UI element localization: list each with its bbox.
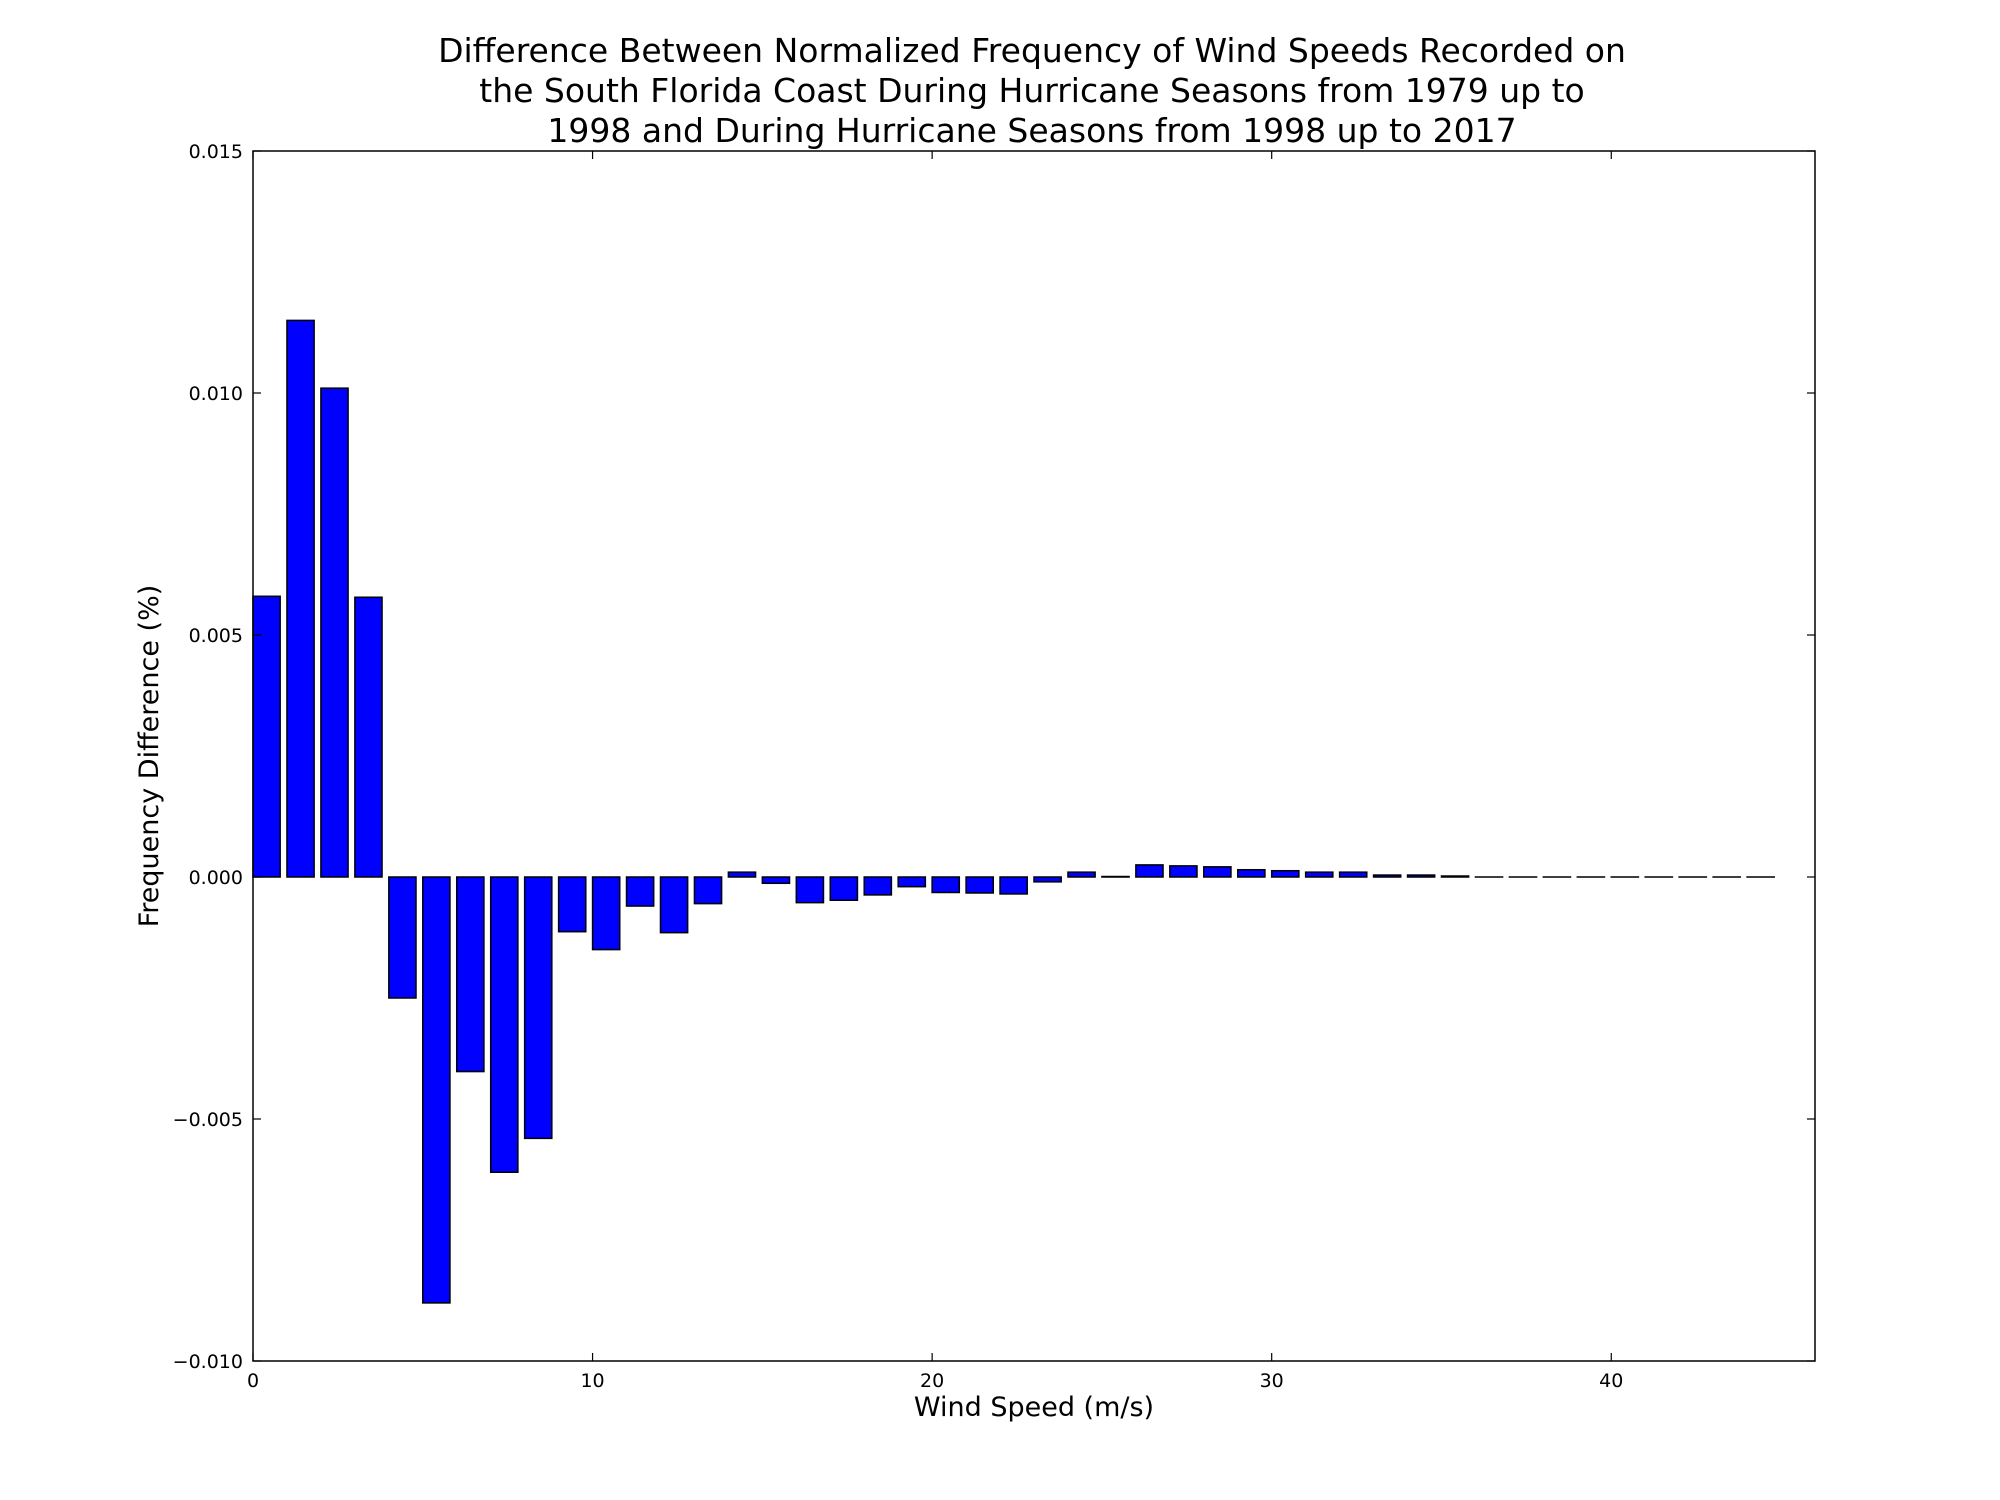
- x-tick-label: 20: [920, 1370, 944, 1392]
- bar-2: [320, 387, 349, 878]
- y-tick-label: 0.000: [189, 867, 243, 889]
- bar-9: [557, 876, 587, 933]
- bar-35: [1440, 875, 1470, 878]
- x-tick-label: 0: [247, 1370, 259, 1392]
- bar-11: [625, 876, 655, 907]
- x-tick-label: 10: [580, 1370, 604, 1392]
- bars-group: [252, 319, 1776, 1304]
- y-tick-label: 0.010: [189, 383, 243, 405]
- x-tick-label: 40: [1599, 1370, 1623, 1392]
- bar-0: [252, 595, 281, 878]
- bar-3: [354, 596, 383, 878]
- y-tick-label: −0.005: [173, 1109, 243, 1131]
- bar-15: [761, 876, 791, 885]
- title-line-2: the South Florida Coast During Hurricane…: [479, 71, 1584, 110]
- bar-1: [286, 319, 315, 878]
- chart-title: Difference Between Normalized Frequency …: [438, 31, 1626, 150]
- title-line-1: Difference Between Normalized Frequency …: [438, 31, 1626, 70]
- bar-10: [591, 876, 621, 951]
- bar-26: [1135, 864, 1164, 878]
- bar-5: [422, 876, 451, 1304]
- bar-13: [693, 876, 723, 905]
- plot-frame: [252, 150, 1816, 1362]
- bar-23: [1033, 876, 1062, 883]
- bar-30: [1270, 869, 1300, 878]
- x-axis-label: Wind Speed (m/s): [914, 1392, 1154, 1423]
- y-tick-label: 0.015: [189, 141, 243, 163]
- title-line-3: 1998 and During Hurricane Seasons from 1…: [547, 111, 1516, 150]
- bar-19: [897, 876, 927, 888]
- x-tick-label: 30: [1260, 1370, 1284, 1392]
- bar-16: [795, 876, 825, 904]
- bar-27: [1169, 865, 1198, 878]
- bar-29: [1236, 868, 1266, 878]
- bar-12: [659, 876, 689, 934]
- bar-7: [489, 876, 519, 1173]
- bar-31: [1304, 871, 1334, 878]
- bar-21: [965, 876, 995, 894]
- bar-14: [727, 871, 757, 878]
- bar-20: [931, 876, 961, 894]
- bar-22: [999, 876, 1028, 895]
- bar-17: [829, 876, 859, 901]
- bar-34: [1406, 874, 1436, 878]
- bar-8: [523, 876, 553, 1140]
- bar-33: [1372, 874, 1402, 878]
- bar-18: [863, 876, 893, 896]
- y-axis-label: Frequency Difference (%): [134, 585, 165, 928]
- bar-6: [455, 876, 485, 1073]
- bar-24: [1067, 871, 1096, 878]
- ticks-group: 0 10 20 30 40 −0.010 −0.005 0.000 0.005 0.010 0.01…: [173, 141, 1815, 1392]
- y-tick-label: 0.005: [189, 625, 243, 647]
- bar-4: [388, 876, 417, 999]
- bar-32: [1338, 871, 1368, 878]
- y-tick-label: −0.010: [173, 1351, 243, 1373]
- bar-28: [1203, 866, 1232, 878]
